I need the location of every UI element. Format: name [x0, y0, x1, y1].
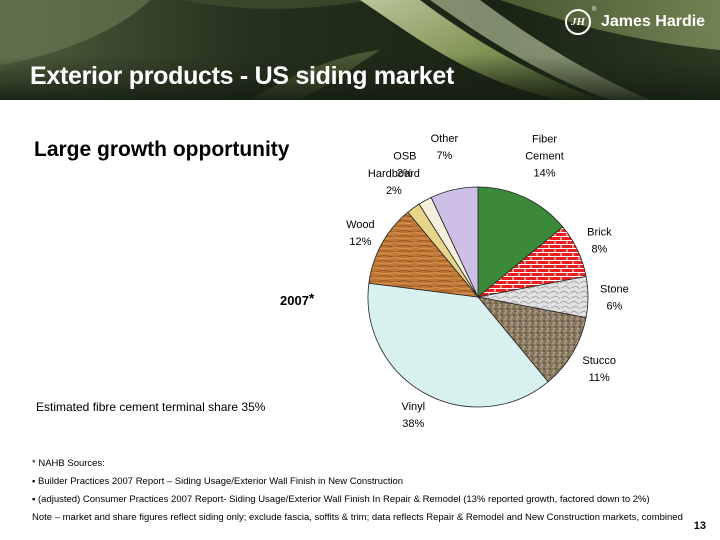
- pie-label-vinyl: Vinyl 38%: [401, 401, 425, 430]
- pie-label-value: 12%: [349, 236, 371, 248]
- pie-slice-vinyl: [367, 282, 549, 408]
- pie-label-name: Brick: [587, 226, 612, 238]
- pie-label-value: 7%: [436, 150, 452, 162]
- pie-label-value: 6%: [606, 301, 622, 313]
- pie-slice-other: [430, 186, 479, 298]
- pie-label-name: Wood: [346, 219, 375, 231]
- footnote-source-consumer: ▪ (adjusted) Consumer Practices 2007 Rep…: [32, 494, 650, 505]
- pie-label-wood: Wood 12%: [346, 219, 375, 248]
- pie-slice-wood: [368, 211, 479, 298]
- pie-label-name: Cement: [525, 151, 564, 163]
- pie-label-value: 14%: [533, 168, 555, 180]
- pie-label-value: 8%: [591, 243, 607, 255]
- pie-label-name: Fiber: [532, 134, 557, 146]
- pie-label-name: Other: [431, 133, 459, 145]
- year-label: 2007*: [280, 290, 315, 309]
- page-number: 13: [693, 520, 706, 532]
- pie-label-name: Stucco: [582, 355, 616, 367]
- pie-label-stucco: Stucco 11%: [582, 355, 616, 384]
- footnote-source-builder: ▪ Builder Practices 2007 Report – Siding…: [32, 476, 404, 487]
- company-logo: JH ® James Hardie: [565, 6, 715, 40]
- pie-label-value: 38%: [402, 418, 424, 430]
- pie-label-value: 2%: [386, 185, 402, 197]
- pie-slice-stucco: [476, 296, 587, 383]
- footnotes: * NAHB Sources: ▪ Builder Practices 2007…: [32, 455, 683, 527]
- footnote-note: Note – market and share figures reflect …: [32, 512, 683, 523]
- pie-label-value: 2%: [397, 168, 413, 180]
- year-value: 2007: [280, 293, 309, 308]
- logo-mark: JH: [565, 9, 591, 35]
- subtitle: Large growth opportunity: [34, 138, 290, 161]
- year-footnote-marker: *: [308, 290, 315, 306]
- slide-title: Exterior products - US siding market: [30, 62, 455, 90]
- logo-registered-mark: ®: [592, 7, 597, 13]
- estimate-note: Estimated fibre cement terminal share 35…: [36, 400, 266, 414]
- pie-label-fiber-cement: Fiber Cement 14%: [525, 134, 564, 180]
- pie-label-stone: Stone 6%: [600, 284, 629, 313]
- pie-label-name: Vinyl: [401, 401, 425, 413]
- pie-label-name: OSB: [393, 151, 416, 163]
- pie-label-hardboard: Hardboard 2%: [368, 168, 420, 197]
- pie-label-brick: Brick 8%: [587, 226, 612, 255]
- pie-label-name: Hardboard: [368, 168, 420, 180]
- leaf-background: [0, 0, 720, 100]
- logo-text: James Hardie: [601, 13, 706, 30]
- pie-label-name: Stone: [600, 284, 629, 296]
- pie-label-other: Other 7%: [431, 133, 459, 162]
- header-banner: Exterior products - US siding market JH …: [0, 0, 720, 100]
- pie-slice-fiber-cement: [477, 186, 564, 298]
- footnote-source-heading: * NAHB Sources:: [32, 458, 105, 469]
- pie-label-osb: OSB 2%: [393, 151, 416, 180]
- pie-label-value: 11%: [589, 372, 610, 384]
